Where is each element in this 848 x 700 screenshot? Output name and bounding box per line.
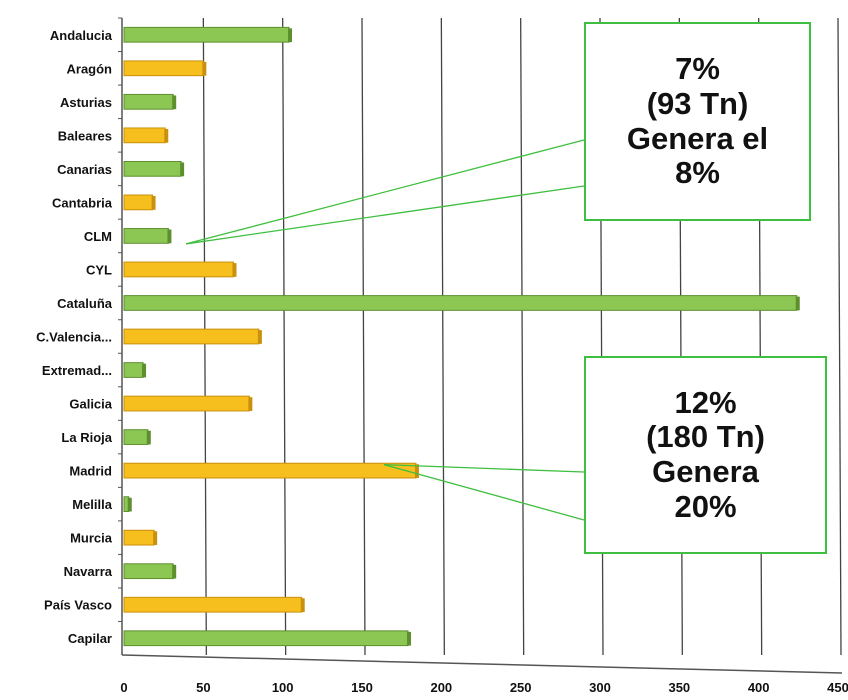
callout-1-line-4: 8%	[675, 155, 720, 191]
callout-leader-lines	[185, 139, 585, 521]
category-label: Madrid	[69, 464, 112, 479]
x-tick-label: 250	[510, 680, 532, 695]
callout-2-line-1: 12%	[674, 384, 737, 420]
category-label: CYL	[86, 262, 112, 277]
bar	[123, 228, 169, 244]
category-label: C.Valencia...	[36, 330, 112, 345]
bar-end-shade	[248, 397, 253, 411]
category-label: País Vasco	[44, 598, 112, 613]
bar	[123, 429, 149, 445]
gridline-100	[282, 17, 287, 656]
bar-end-shade	[172, 564, 177, 579]
bar-end-shade	[180, 162, 185, 177]
category-label: Cantabria	[52, 195, 113, 210]
bar-end-shade	[142, 363, 147, 378]
bar	[123, 93, 174, 110]
x-tick-label: 450	[827, 680, 848, 695]
category-label: Galicia	[69, 397, 112, 412]
bar-end-shade	[300, 598, 305, 613]
x-tick-label: 300	[589, 680, 611, 695]
bar-end-shade	[414, 464, 419, 478]
gridline-200	[440, 17, 445, 656]
bar-end-shade	[146, 430, 151, 445]
category-label: Extremad...	[42, 363, 112, 378]
gridline-450	[837, 17, 842, 656]
x-axis-line	[121, 654, 843, 674]
bar	[123, 160, 182, 177]
bar	[123, 596, 303, 613]
callout-1-line-1: 7%	[675, 51, 720, 87]
bar-end-shade	[257, 330, 262, 344]
x-tick-label: 50	[196, 680, 210, 695]
category-label: Asturias	[60, 95, 112, 110]
category-label: Baleares	[58, 128, 112, 143]
bar-end-shade	[151, 196, 156, 210]
x-tick-label: 350	[668, 680, 690, 695]
category-label: Navarra	[64, 564, 113, 579]
callout-box-madrid-share: 12% (180 Tn) Genera 20%	[584, 356, 827, 554]
bar	[123, 630, 409, 647]
tick-labels: 0 50 100 150 200 250 300 350 400 450	[120, 680, 848, 695]
category-labels: Andalucia Aragón Asturias Baleares Canarias C…	[36, 28, 113, 646]
bar	[123, 26, 290, 43]
callout-2-line-4: 20%	[674, 488, 737, 524]
leader-line	[185, 185, 585, 245]
bar	[123, 563, 174, 580]
bar	[123, 462, 417, 479]
bar-end-shade	[164, 128, 169, 143]
x-tick-label: 200	[430, 680, 452, 695]
callout-2-line-3: Genera	[652, 454, 759, 489]
category-label: La Rioja	[61, 430, 112, 445]
category-label: Melilla	[72, 497, 113, 512]
bar-end-shade	[795, 296, 800, 311]
bar	[123, 127, 166, 144]
bar	[123, 395, 250, 412]
callout-1-line-3: Genera el	[626, 120, 769, 156]
bar	[123, 60, 204, 77]
bar	[123, 328, 260, 345]
x-tick-label: 0	[120, 680, 127, 695]
bar	[123, 529, 155, 546]
bar	[123, 295, 798, 311]
category-label: Capilar	[68, 631, 112, 646]
bar-end-shade	[167, 229, 172, 244]
bar	[123, 261, 234, 278]
x-tick-label: 150	[351, 680, 373, 695]
leader-line	[383, 463, 585, 521]
x-tick-label: 100	[272, 680, 294, 695]
callout-box-cataluna-share: 7% (93 Tn) Genera el 8%	[584, 22, 811, 221]
bar-end-shade	[202, 61, 207, 76]
category-label: Andalucia	[50, 28, 113, 43]
callout-1-line-2: (93 Tn)	[646, 85, 749, 121]
bar-end-shade	[407, 631, 412, 646]
leader-line	[383, 463, 585, 473]
bar-end-shade	[127, 497, 132, 512]
gridline-150	[361, 17, 366, 656]
category-label: Aragón	[67, 61, 113, 76]
category-label: Canarias	[57, 162, 112, 177]
bar-end-shade	[232, 263, 237, 277]
bar	[123, 362, 144, 378]
x-tick-label: 400	[748, 680, 770, 695]
category-label: Cataluña	[57, 296, 113, 311]
category-label: CLM	[84, 229, 112, 244]
category-label: Murcia	[70, 531, 113, 546]
bar-end-shade	[288, 28, 293, 43]
bar-end-shade	[172, 95, 177, 110]
callout-2-line-2: (180 Tn)	[646, 419, 765, 455]
bar-end-shade	[153, 531, 158, 546]
leader-line	[185, 139, 585, 245]
axes	[118, 17, 843, 674]
bar	[123, 194, 154, 211]
gridline-250	[520, 17, 525, 656]
bars	[123, 26, 800, 647]
